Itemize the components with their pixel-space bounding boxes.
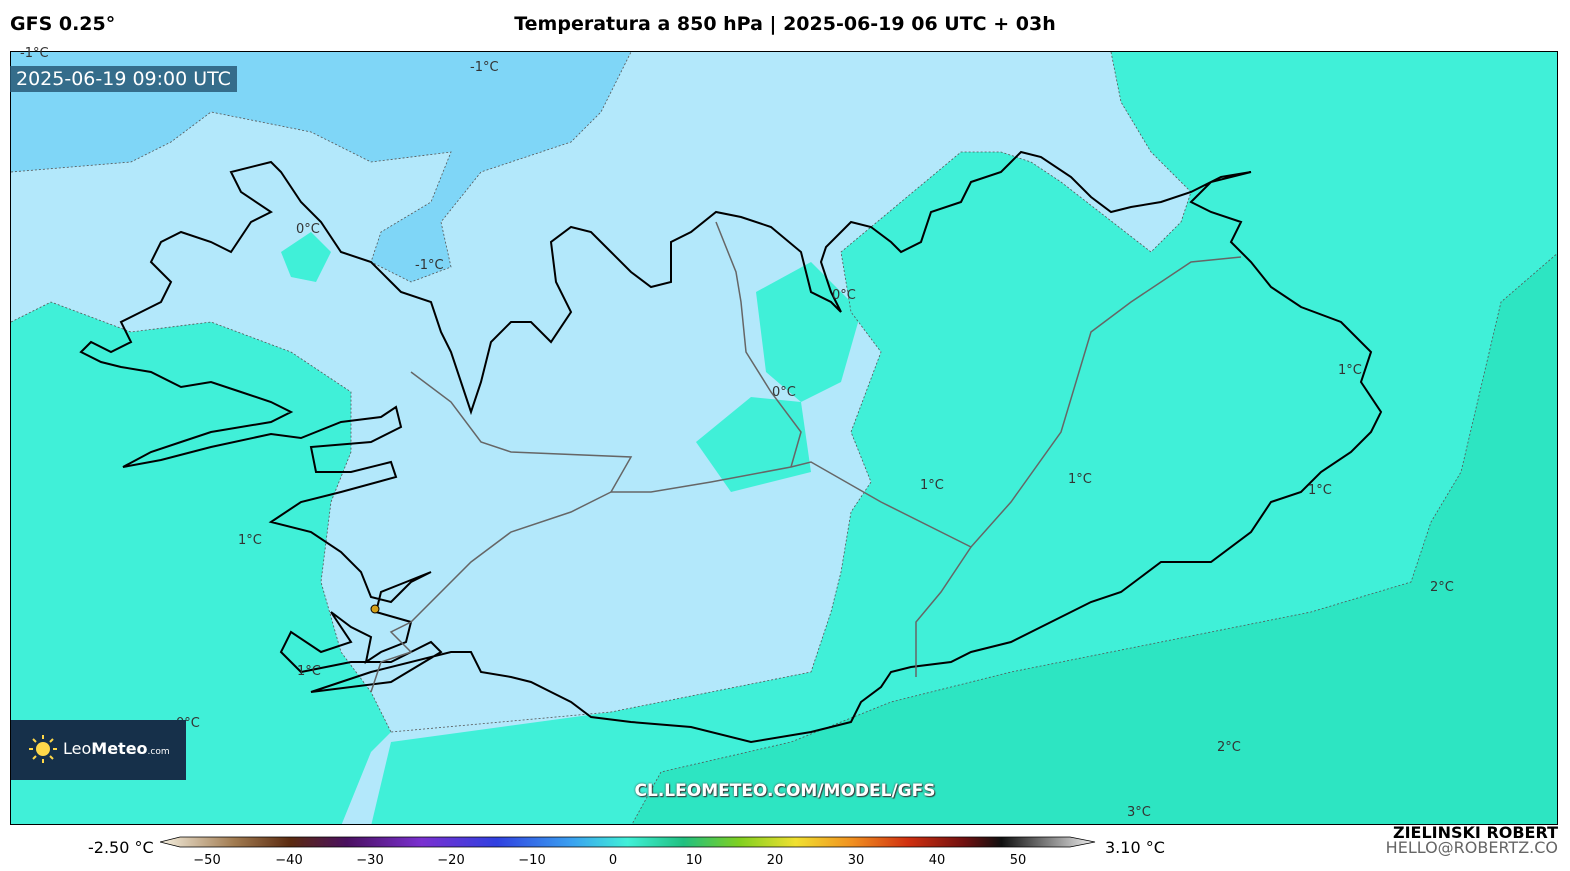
logo-text: LeoMeteo.com: [63, 739, 170, 758]
contour-label: 2°C: [1430, 580, 1454, 595]
contour-label: -1°C: [470, 60, 499, 75]
colorbar-min-label: -2.50 °C: [88, 838, 154, 857]
sun-icon: [29, 735, 57, 763]
colorbar-max-label: 3.10 °C: [1105, 838, 1165, 857]
warm-region-west: [11, 302, 391, 824]
author-credit: ZIELINSKI ROBERT: [1392, 823, 1558, 842]
contour-label: 2°C: [1217, 740, 1241, 755]
road-west: [370, 491, 612, 693]
colorbar-tick: −30: [356, 853, 384, 868]
colorbar: [160, 836, 1096, 848]
colorbar-tick: 40: [928, 853, 946, 868]
warm-region-east: [11, 52, 1557, 824]
road-ring: [410, 256, 1242, 548]
map-title: Temperatura a 850 hPa | 2025-06-19 06 UT…: [514, 13, 1056, 35]
temperature-map: [11, 52, 1557, 824]
contour-label: -1°C: [415, 258, 444, 273]
contour-label: 1°C: [1338, 363, 1362, 378]
model-label: GFS 0.25°: [10, 13, 116, 35]
colorbar-tick: −10: [518, 853, 546, 868]
colorbar-tick: −40: [275, 853, 303, 868]
colorbar-tick: 20: [766, 853, 784, 868]
map-canvas: [10, 51, 1558, 825]
colorbar-tick: −50: [193, 853, 221, 868]
contour-label: -1°C: [20, 46, 49, 61]
warm-patch-1: [756, 262, 861, 402]
cold-region: [11, 52, 631, 282]
contour-label: 1°C: [297, 664, 321, 679]
colorbar-tick: 30: [847, 853, 865, 868]
watermark-url: CL.LEOMETEO.COM/MODEL/GFS: [634, 781, 936, 801]
author-email[interactable]: HELLO@ROBERTZ.CO: [1385, 838, 1558, 857]
contour-label: 1°C: [920, 478, 944, 493]
hot-region-se: [632, 253, 1557, 824]
colorbar-tick: −20: [437, 853, 465, 868]
warm-patch-2: [696, 397, 811, 492]
contour-label: 0°C: [832, 288, 856, 303]
contour-label: 3°C: [1127, 805, 1151, 820]
contour-label: 1°C: [1308, 483, 1332, 498]
contour-label: 0°C: [772, 385, 796, 400]
leometeo-logo[interactable]: LeoMeteo.com: [11, 720, 186, 780]
contour-label: 0°C: [296, 222, 320, 237]
contour-label: 1°C: [1068, 472, 1092, 487]
colorbar-tick: 50: [1009, 853, 1027, 868]
warm-patch-3: [281, 232, 331, 282]
road-south: [915, 546, 972, 677]
city-marker: [370, 604, 380, 614]
colorbar-tick: 10: [685, 853, 703, 868]
road-north: [715, 221, 802, 468]
valid-time-badge: 2025-06-19 09:00 UTC: [10, 66, 237, 92]
contour-label: 1°C: [238, 533, 262, 548]
colorbar-tick: 0: [608, 853, 618, 868]
coastline: [79, 150, 1383, 744]
